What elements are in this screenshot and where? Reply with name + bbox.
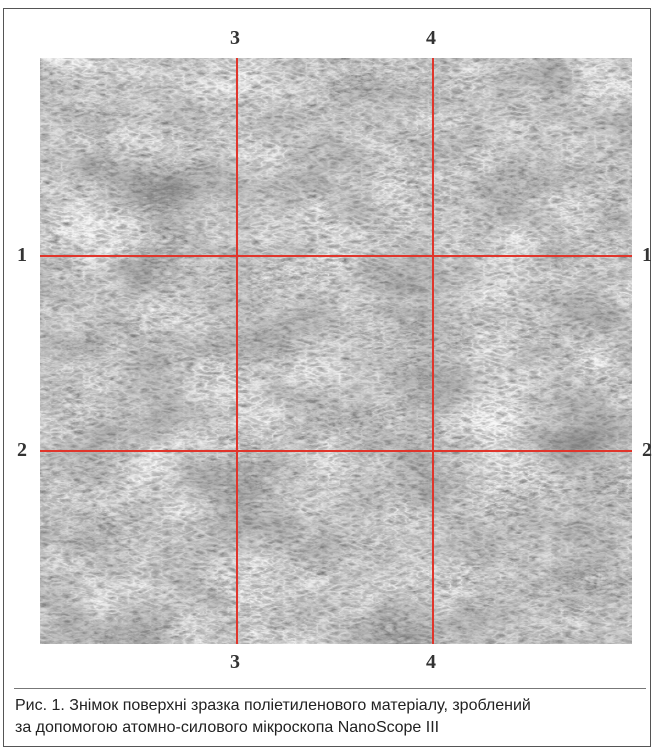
marker-right-1: 1 [642, 244, 652, 266]
grid-line-4 [432, 58, 434, 644]
marker-left-2: 2 [17, 439, 27, 461]
marker-left-1: 1 [17, 244, 27, 266]
grid-line-1 [40, 255, 632, 257]
marker-top-4: 4 [426, 27, 436, 49]
marker-bottom-4: 4 [426, 651, 436, 673]
marker-bottom-3: 3 [230, 651, 240, 673]
grid-line-2 [40, 450, 632, 452]
caption-line-1: Рис. 1. Знімок поверхні зразка поліетиле… [15, 697, 531, 714]
afm-texture [40, 58, 632, 644]
caption-divider [14, 688, 646, 689]
marker-right-2: 2 [642, 439, 652, 461]
figure-caption: Рис. 1. Знімок поверхні зразка поліетиле… [15, 695, 640, 739]
figure: 3 4 3 4 1 2 1 2 [17, 27, 652, 673]
grid-line-3 [236, 58, 238, 644]
marker-top-3: 3 [230, 27, 240, 49]
afm-surface-image [40, 58, 632, 644]
caption-line-2: за допомогою атомно-силового мікроскопа … [15, 719, 440, 736]
